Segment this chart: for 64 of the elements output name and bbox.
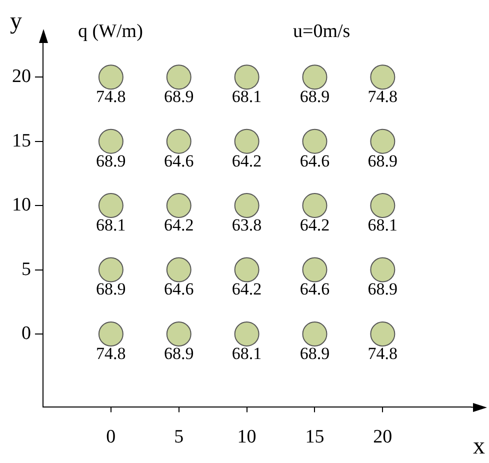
x-axis-title: x (473, 433, 485, 460)
point (234, 193, 260, 218)
y-tick-label: 15 (12, 130, 31, 152)
point (234, 128, 260, 154)
point (302, 193, 328, 218)
annotation: 64.6 (300, 280, 330, 299)
annotation: 74.8 (96, 87, 126, 106)
point (98, 128, 124, 154)
point (302, 128, 328, 154)
x-tick-label: 20 (373, 426, 392, 448)
point (234, 257, 260, 282)
point (166, 128, 192, 154)
x-tick-label: 5 (174, 426, 184, 448)
point (370, 257, 396, 282)
x-tick-label: 0 (106, 426, 116, 448)
point (166, 257, 192, 282)
text: q (W/m) (78, 20, 143, 42)
annotation: 68.1 (232, 87, 262, 106)
annotation: 68.9 (164, 87, 194, 106)
annotation: 64.2 (300, 216, 330, 235)
annotation: 64.2 (232, 280, 262, 299)
point (234, 321, 260, 346)
y-tick-label: 0 (22, 322, 31, 344)
x-tick-label: 10 (237, 426, 256, 448)
text: u=0m/s (293, 20, 350, 42)
point (98, 193, 124, 218)
annotation: 68.9 (96, 280, 126, 299)
point (302, 321, 328, 346)
x-tick-label: 15 (305, 426, 324, 448)
point (98, 321, 124, 346)
y-tick-label: 20 (12, 66, 31, 88)
annotation: 68.1 (368, 216, 398, 235)
point (166, 64, 192, 90)
annotation: 64.2 (232, 151, 262, 170)
annotation: 64.6 (164, 151, 194, 170)
annotation: 68.9 (300, 87, 330, 106)
point (370, 321, 396, 346)
annotation: 68.9 (368, 151, 398, 170)
point (166, 321, 192, 346)
annotation: 64.6 (164, 280, 194, 299)
point (302, 257, 328, 282)
y-tick-label: 10 (12, 194, 31, 216)
annotation: 68.1 (232, 344, 262, 363)
annotation: 64.2 (164, 216, 194, 235)
annotation: 68.9 (368, 280, 398, 299)
annotation: 68.9 (96, 151, 126, 170)
point (370, 193, 396, 218)
point (98, 64, 124, 90)
point (98, 257, 124, 282)
point (302, 64, 328, 90)
point (166, 193, 192, 218)
y-axis-title: y (10, 8, 22, 34)
point (234, 64, 260, 90)
annotation: 68.1 (96, 216, 126, 235)
point (370, 64, 396, 90)
annotation: 74.8 (368, 344, 398, 363)
annotation: 64.6 (300, 151, 330, 170)
y-tick-label: 5 (22, 258, 31, 280)
annotation: 74.8 (368, 87, 398, 106)
annotation: 68.9 (300, 344, 330, 363)
point (370, 128, 396, 154)
annotation: 63.8 (232, 216, 262, 235)
annotation: 74.8 (96, 344, 126, 363)
annotation: 68.9 (164, 344, 194, 363)
